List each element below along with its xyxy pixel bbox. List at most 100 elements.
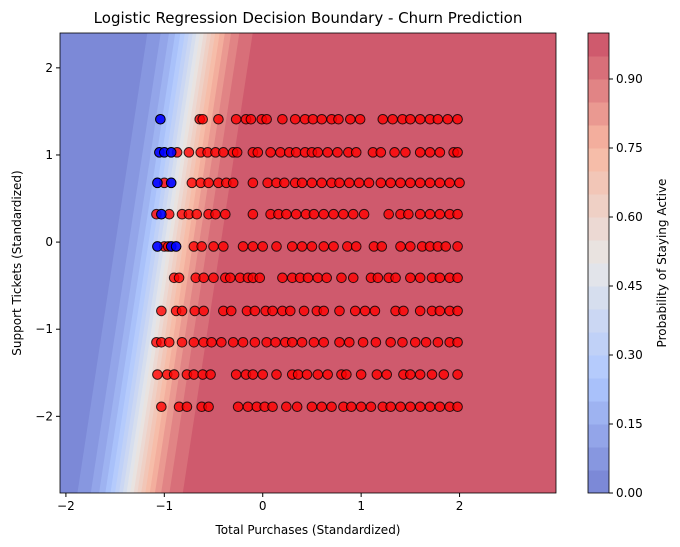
data-point-red xyxy=(316,177,328,189)
data-point-red xyxy=(261,336,272,348)
data-point-red xyxy=(385,336,396,348)
data-point-red xyxy=(414,208,426,220)
data-point-red xyxy=(210,208,221,220)
y-tick-label: 1 xyxy=(45,148,53,162)
data-point-red xyxy=(452,208,463,220)
data-point-red xyxy=(414,177,426,189)
colorbar-segment xyxy=(588,79,609,103)
data-point-red xyxy=(286,336,298,348)
data-point-red xyxy=(344,177,355,189)
data-point-red xyxy=(296,336,308,348)
data-point-red xyxy=(434,272,446,284)
data-point-red xyxy=(370,336,382,348)
y-tick-label: 0 xyxy=(45,235,53,249)
data-point-red xyxy=(265,147,276,158)
data-point-red xyxy=(218,147,229,158)
data-point-red xyxy=(334,336,345,348)
data-point-red xyxy=(355,369,367,380)
data-point-red xyxy=(354,113,366,125)
data-point-red xyxy=(398,305,409,317)
data-point-red xyxy=(414,369,426,380)
data-point-red xyxy=(173,272,185,284)
colorbar-frame xyxy=(587,32,610,494)
data-point-red xyxy=(197,113,208,125)
data-point-red xyxy=(395,401,406,413)
data-point-red xyxy=(296,177,308,189)
data-point-blue xyxy=(156,208,167,220)
data-point-red xyxy=(189,305,201,317)
data-point-red xyxy=(365,401,377,413)
data-point-red xyxy=(414,113,426,125)
data-point-red xyxy=(452,241,463,252)
data-point-red xyxy=(375,147,387,158)
y-axis: −2 −1 0 1 2 xyxy=(35,61,60,423)
data-point-red xyxy=(237,241,249,252)
data-point-red xyxy=(156,401,167,413)
data-point-blue xyxy=(152,177,163,189)
data-point-red xyxy=(383,208,394,220)
data-point-red xyxy=(281,401,292,413)
data-point-red xyxy=(381,369,393,380)
data-point-red xyxy=(369,305,381,317)
data-point-red xyxy=(224,272,236,284)
data-point-red xyxy=(218,241,229,252)
data-point-red xyxy=(196,241,208,252)
colorbar-segment xyxy=(588,148,609,172)
data-point-red xyxy=(452,369,463,380)
data-point-red xyxy=(257,369,269,380)
data-point-red xyxy=(318,208,330,220)
data-point-red xyxy=(198,272,209,284)
data-point-red xyxy=(230,113,242,125)
data-point-red xyxy=(424,401,436,413)
data-point-red xyxy=(245,113,257,125)
data-point-red xyxy=(296,241,308,252)
data-point-red xyxy=(316,401,328,413)
data-point-red xyxy=(414,305,426,317)
data-point-red xyxy=(188,369,200,380)
data-point-red xyxy=(395,177,406,189)
data-point-red xyxy=(390,272,401,284)
data-point-blue xyxy=(165,147,177,158)
data-point-red xyxy=(230,369,242,380)
data-point-red xyxy=(308,336,320,348)
colorbar-segment xyxy=(588,263,609,287)
data-point-red xyxy=(358,208,370,220)
data-point-red xyxy=(452,272,463,284)
data-point-red xyxy=(281,208,292,220)
data-point-red xyxy=(420,336,432,348)
data-point-red xyxy=(400,147,411,158)
y-tick-label: −2 xyxy=(35,409,53,423)
data-point-red xyxy=(452,336,463,348)
data-point-red xyxy=(442,113,454,125)
data-point-red xyxy=(432,113,444,125)
data-point-red xyxy=(387,113,398,125)
data-point-red xyxy=(231,147,243,158)
data-point-red xyxy=(284,305,296,317)
data-point-red xyxy=(247,241,259,252)
colorbar-segment xyxy=(588,286,609,310)
data-point-red xyxy=(344,336,355,348)
data-point-red xyxy=(389,147,400,158)
plot-frame xyxy=(59,32,557,494)
data-point-red xyxy=(452,401,463,413)
data-point-red xyxy=(438,369,450,380)
data-point-red xyxy=(289,113,301,125)
data-point-red xyxy=(452,113,463,125)
data-point-red xyxy=(326,401,337,413)
data-point-red xyxy=(203,401,214,413)
data-point-red xyxy=(371,369,383,380)
data-point-red xyxy=(350,241,362,252)
data-point-red xyxy=(452,147,463,158)
data-point-red xyxy=(424,177,436,189)
data-point-red xyxy=(409,336,421,348)
data-point-red xyxy=(333,113,344,125)
data-point-red xyxy=(163,336,175,348)
data-point-red xyxy=(275,147,286,158)
data-point-red xyxy=(290,208,302,220)
data-point-red xyxy=(208,272,219,284)
data-point-red xyxy=(376,241,388,252)
data-point-red xyxy=(306,401,318,413)
data-point-red xyxy=(232,401,244,413)
data-point-red xyxy=(312,147,324,158)
data-point-red xyxy=(292,369,304,380)
